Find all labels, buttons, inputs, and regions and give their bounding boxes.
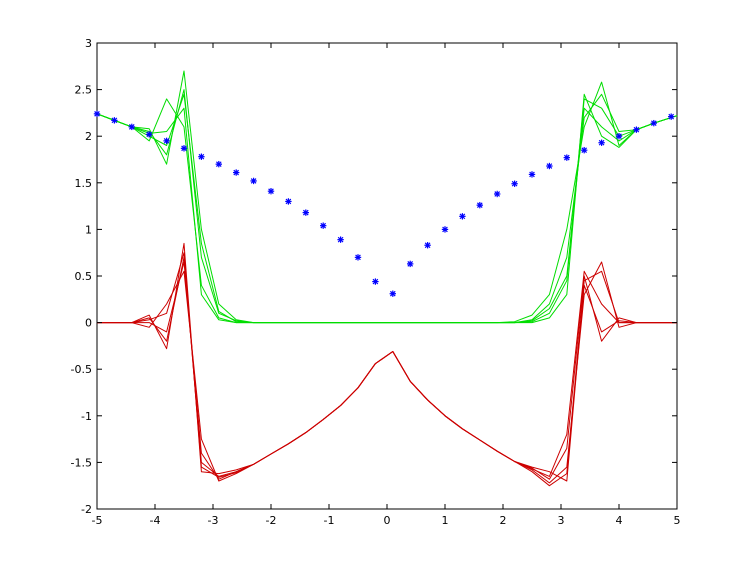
y-tick-label: 0.5 [75, 270, 93, 283]
data-point [215, 160, 222, 168]
x-tick-label: -5 [92, 514, 103, 527]
y-tick-label: 1 [85, 223, 92, 236]
y-tick-label: 2.5 [75, 84, 93, 97]
data-point [581, 146, 588, 154]
axes-box [96, 42, 678, 510]
marker-stroke [668, 113, 675, 120]
marker-stroke [424, 242, 431, 249]
marker-stroke [459, 213, 466, 220]
marker-stroke [598, 139, 605, 146]
x-tick-label: -2 [266, 514, 277, 527]
data-point [650, 119, 657, 127]
marker-stroke [320, 222, 327, 229]
marker-stroke [215, 161, 222, 167]
marker-stroke [529, 171, 535, 178]
marker-stroke [302, 209, 309, 216]
data-point [476, 201, 483, 209]
marker-stroke [616, 133, 622, 140]
series-line [96, 98, 678, 324]
data-point [128, 123, 135, 131]
data-point [180, 145, 188, 152]
marker-stroke [581, 147, 588, 154]
data-point [459, 213, 466, 220]
data-point [302, 209, 309, 216]
marker-stroke [285, 198, 292, 205]
series-layer [96, 70, 678, 487]
data-point [494, 190, 501, 198]
marker-stroke [198, 153, 205, 160]
marker-stroke [650, 120, 657, 126]
x-tick-label: 0 [384, 514, 391, 527]
x-tick-label: 3 [558, 514, 565, 527]
data-point [511, 180, 518, 187]
marker-stroke [442, 226, 448, 233]
marker-stroke [494, 191, 501, 197]
marker-stroke [111, 117, 118, 124]
data-point [146, 131, 153, 138]
marker-stroke [94, 111, 100, 117]
marker-stroke [511, 180, 518, 187]
x-tick-label: 5 [674, 514, 681, 527]
y-tick-label: -1.5 [71, 456, 92, 469]
x-tick-label: 2 [500, 514, 507, 527]
data-point [354, 254, 362, 261]
data-point [546, 162, 553, 170]
y-tick-label: 0 [85, 317, 92, 330]
marker-stroke [146, 131, 153, 138]
series-line [97, 252, 677, 487]
marker-stroke [546, 163, 553, 169]
marker-stroke [407, 261, 414, 267]
x-tick-label: 4 [616, 514, 623, 527]
marker-stroke [128, 124, 135, 130]
tick-layer: -5 -4 -3 -2 -1 0 1 2 3 4 5 -2 -1.5 -1 -0.5 0 0.5 1 1.5 2 2.5… [71, 37, 681, 527]
data-point [337, 236, 344, 243]
marker-stroke [268, 188, 274, 195]
marker-stroke [476, 202, 483, 208]
x-tick-label: -4 [150, 514, 161, 527]
data-point [233, 169, 240, 176]
data-point [615, 133, 623, 140]
marker-stroke [633, 126, 640, 133]
y-tick-label: -1 [81, 410, 92, 423]
data-point [598, 139, 605, 146]
data-point [111, 117, 118, 124]
data-point [668, 113, 675, 120]
x-tick-label: 1 [442, 514, 449, 527]
marker-stroke [163, 138, 170, 144]
data-point [320, 222, 327, 229]
data-point [633, 126, 640, 133]
marker-stroke [372, 278, 379, 285]
y-tick-label: 1.5 [75, 177, 93, 190]
marker-stroke [233, 169, 240, 176]
data-point [163, 137, 170, 145]
marker-layer [93, 110, 675, 297]
data-point [563, 154, 570, 161]
data-point [267, 187, 275, 195]
data-point [198, 153, 205, 160]
marker-stroke [337, 236, 344, 243]
data-point [528, 171, 536, 178]
x-tick-label: -3 [208, 514, 219, 527]
data-point [372, 278, 379, 285]
y-tick-label: 2 [85, 130, 92, 143]
y-tick-label: -0.5 [71, 363, 92, 376]
data-point [424, 242, 431, 249]
marker-stroke [355, 254, 361, 261]
x-tick-label: -1 [324, 514, 335, 527]
data-point [407, 260, 414, 268]
data-point [389, 290, 396, 297]
data-point [285, 198, 292, 205]
y-tick-label: -2 [81, 503, 92, 516]
marker-stroke [250, 178, 257, 184]
plot-area [96, 42, 678, 510]
data-point [441, 226, 449, 233]
y-tick-label: 3 [85, 37, 92, 50]
marker-stroke [563, 154, 570, 161]
data-point [250, 177, 257, 185]
marker-stroke [389, 290, 396, 297]
data-point [93, 110, 101, 118]
marker-stroke [181, 145, 187, 152]
